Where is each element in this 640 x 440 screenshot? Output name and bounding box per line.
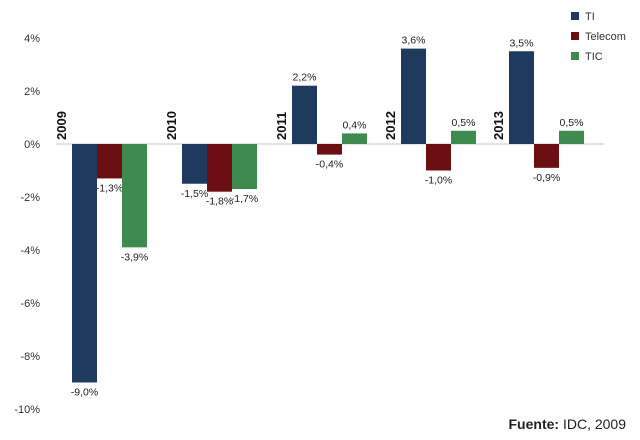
bar-tic-2013	[559, 130, 584, 144]
year-label-2010: 2010	[164, 111, 179, 140]
bar-ti-2012	[401, 48, 426, 144]
legend-swatch-tic	[571, 52, 579, 60]
source-label: Fuente:	[508, 416, 560, 432]
data-label-tic-2010: -1,7%	[231, 193, 258, 205]
data-label-telecom-2010: -1,8%	[206, 196, 233, 208]
data-label-ti-2012: 3,6%	[402, 35, 426, 47]
year-label-2011: 2011	[274, 112, 289, 140]
bar-ti-2011	[292, 85, 317, 144]
bar-ti-2009	[72, 144, 97, 383]
bar-tic-2010	[232, 144, 257, 190]
bar-ti-2013	[509, 51, 534, 144]
legend-swatch-ti	[571, 12, 579, 20]
year-label-2013: 2013	[491, 111, 506, 140]
source-text: IDC, 2009	[559, 416, 626, 432]
bar-telecom-2011	[317, 144, 342, 155]
y-tick-label: -2%	[20, 192, 40, 204]
data-label-telecom-2012: -1,0%	[425, 175, 452, 187]
bar-telecom-2009	[97, 144, 122, 179]
bar-telecom-2010	[207, 144, 232, 192]
data-label-ti-2009: -9,0%	[71, 387, 98, 399]
data-label-telecom-2009: -1,3%	[96, 182, 123, 194]
data-label-ti-2010: -1,5%	[181, 188, 208, 200]
data-label-tic-2012: 0,5%	[452, 117, 476, 129]
year-label-2012: 2012	[383, 111, 398, 140]
bar-tic-2012	[451, 130, 476, 144]
y-tick-label: -4%	[20, 245, 40, 257]
y-tick-label: -8%	[20, 351, 40, 363]
bar-ti-2010	[182, 144, 207, 184]
y-tick-label: 2%	[24, 86, 40, 98]
y-tick-label: -6%	[20, 298, 40, 310]
bar-telecom-2012	[426, 144, 451, 171]
data-label-tic-2013: 0,5%	[560, 117, 584, 129]
y-tick-label: 4%	[24, 33, 40, 45]
bar-telecom-2013	[534, 144, 559, 168]
legend-label-telecom: Telecom	[585, 31, 626, 43]
legend-label-tic: TIC	[585, 51, 603, 63]
data-label-telecom-2013: -0,9%	[533, 172, 560, 184]
bar-tic-2011	[342, 133, 367, 144]
year-label-2009: 2009	[54, 111, 69, 140]
y-tick-label: -10%	[14, 404, 40, 416]
data-label-ti-2011: 2,2%	[293, 72, 317, 84]
data-label-tic-2011: 0,4%	[343, 119, 367, 131]
y-tick-label: 0%	[24, 139, 40, 151]
legend-label-ti: TI	[585, 11, 595, 23]
bar-tic-2009	[122, 144, 147, 248]
legend-swatch-telecom	[571, 32, 579, 40]
data-label-ti-2013: 3,5%	[510, 37, 534, 49]
data-label-telecom-2011: -0,4%	[316, 159, 343, 171]
data-label-tic-2009: -3,9%	[121, 251, 148, 263]
source-note: Fuente: IDC, 2009	[509, 416, 627, 432]
